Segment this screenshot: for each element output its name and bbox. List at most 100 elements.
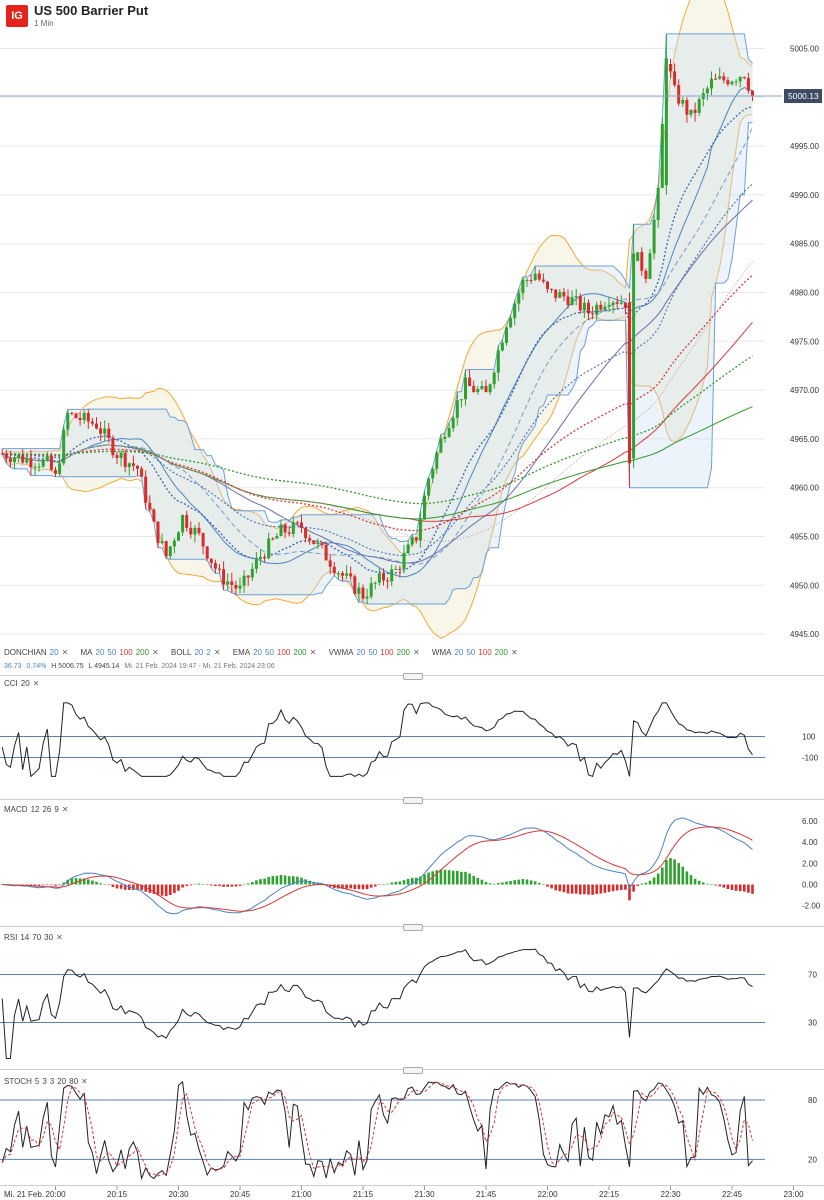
- y-tick-label: 4985.00: [790, 240, 819, 249]
- macd-histogram-bar: [82, 878, 86, 885]
- close-icon[interactable]: ✕: [511, 648, 518, 657]
- macd-histogram-bar: [66, 879, 70, 885]
- close-icon[interactable]: ✕: [61, 648, 69, 657]
- close-icon[interactable]: ✕: [61, 805, 69, 814]
- candle-body: [611, 302, 615, 306]
- macd-histogram-bar: [673, 859, 676, 885]
- donchian-channel-fill: [2, 33, 753, 604]
- last-price-box: [784, 89, 822, 104]
- candle-body: [669, 64, 672, 72]
- y-tick-label: 5005.00: [790, 45, 819, 54]
- macd-histogram-bar: [238, 884, 242, 886]
- candle-body: [357, 587, 361, 594]
- candle-body: [394, 568, 398, 570]
- ema200-line: [2, 355, 753, 505]
- legend-boll[interactable]: BOLL: [170, 648, 192, 657]
- macd-histogram-bar: [37, 884, 41, 886]
- macd-histogram-bar: [263, 878, 266, 885]
- candle-body: [41, 459, 45, 467]
- macd-histogram-bar: [615, 884, 619, 891]
- macd-histogram-bar: [706, 883, 709, 885]
- candle-body: [8, 458, 12, 463]
- legend-ema[interactable]: EMA: [232, 648, 251, 657]
- candle-body: [99, 428, 103, 434]
- macd-histogram-bar: [361, 884, 365, 890]
- panel-resize-handle[interactable]: [403, 797, 423, 804]
- time-tick-label: 22:45: [722, 1190, 743, 1199]
- candle-body: [693, 109, 697, 113]
- macd-histogram-bar: [656, 873, 660, 885]
- candle-body: [54, 469, 57, 474]
- candle-body: [295, 522, 299, 524]
- legend-vwma[interactable]: VWMA: [328, 648, 354, 657]
- date-range: Mi. 21 Feb. 2024 19:47 - Mi. 21 Feb. 202…: [124, 663, 275, 670]
- legend-donchian[interactable]: DONCHIAN: [4, 648, 47, 657]
- panel-resize-handle[interactable]: [403, 673, 423, 680]
- close-icon[interactable]: ✕: [56, 933, 63, 942]
- candle-body: [242, 575, 246, 586]
- rsi-tick-label: 30: [808, 1019, 817, 1028]
- macd-histogram-bar: [681, 866, 685, 885]
- candle-body: [738, 77, 742, 82]
- macd-histogram-bar: [189, 884, 193, 886]
- candle-body: [263, 556, 267, 559]
- candle-body: [541, 279, 545, 282]
- panel-resize-handle[interactable]: [403, 1067, 423, 1074]
- interval-label[interactable]: 1 Min: [34, 19, 54, 28]
- candle-body: [492, 372, 496, 385]
- candle-body: [361, 587, 365, 599]
- candle-body: [29, 458, 33, 468]
- candle-body: [115, 455, 119, 458]
- macd-histogram-bar: [513, 880, 516, 885]
- macd-histogram-bar: [287, 876, 291, 885]
- close-icon[interactable]: ✕: [32, 679, 40, 688]
- close-icon[interactable]: ✕: [412, 648, 420, 657]
- candle-body: [656, 187, 660, 220]
- legend-wma[interactable]: WMA: [431, 648, 452, 657]
- ma20-line: [1, 87, 753, 578]
- candles: [0, 33, 754, 604]
- candle-body: [21, 454, 25, 463]
- macd-histogram-bar: [160, 884, 164, 896]
- candle-body: [730, 81, 734, 85]
- instrument-title[interactable]: US 500 Barrier Put: [34, 3, 149, 18]
- macd-histogram-bar: [435, 870, 439, 885]
- legend-ma[interactable]: MA: [80, 648, 93, 657]
- candle-body: [418, 519, 422, 541]
- time-tick-label: 20:30: [169, 1190, 190, 1199]
- candle-body: [742, 77, 746, 79]
- macd-histogram-bar: [562, 884, 566, 893]
- macd-histogram-bar: [447, 870, 451, 885]
- close-icon[interactable]: ✕: [81, 1077, 88, 1086]
- candle-body: [267, 538, 271, 559]
- low-value: L 4945.14: [88, 663, 120, 670]
- candle-body: [152, 509, 156, 522]
- candle-body: [234, 584, 238, 589]
- panel-resize-handle[interactable]: [403, 924, 423, 931]
- macd-histogram-bar: [439, 869, 443, 885]
- macd-histogram-bar: [119, 884, 123, 889]
- macd-histogram-bar: [193, 884, 197, 885]
- candle-body: [140, 468, 144, 477]
- candle-body: [377, 573, 381, 583]
- macd-histogram-bar: [620, 884, 623, 890]
- close-icon[interactable]: ✕: [213, 648, 221, 657]
- candle-body: [300, 522, 303, 529]
- macd-histogram-bar: [275, 875, 279, 885]
- rsi-tick-label: 70: [808, 971, 817, 980]
- macd-histogram-bar: [349, 884, 352, 889]
- close-icon[interactable]: ✕: [152, 648, 159, 657]
- macd-histogram-bar: [378, 884, 381, 885]
- macd-histogram-bar: [148, 884, 152, 893]
- macd-histogram-bar: [259, 879, 262, 885]
- macd-histogram-bar: [661, 867, 664, 885]
- ema100-line: [2, 274, 753, 532]
- candle-body: [185, 515, 189, 528]
- candle-body: [82, 412, 86, 421]
- macd-histogram-bar: [312, 882, 316, 885]
- macd-histogram-bar: [472, 875, 475, 885]
- macd-histogram-bar: [185, 884, 188, 887]
- macd-histogram-bar: [222, 884, 225, 887]
- close-icon[interactable]: ✕: [309, 648, 317, 657]
